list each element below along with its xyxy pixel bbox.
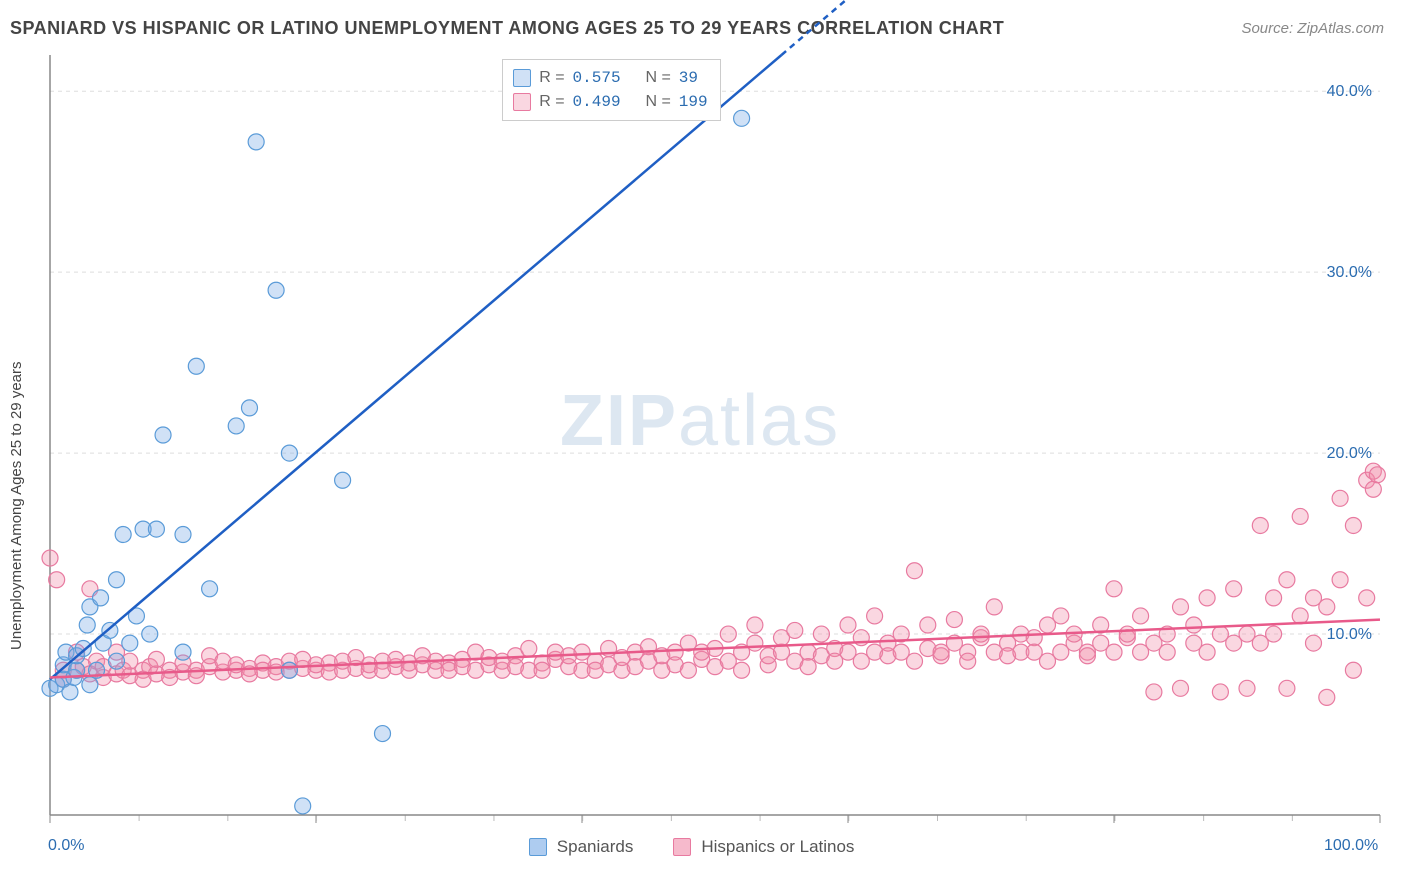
legend-swatch: [529, 838, 547, 856]
legend-swatch: [513, 93, 531, 111]
correlation-legend: R =0.575 N = 39R =0.499 N =199: [502, 59, 720, 121]
legend-row: R =0.499 N =199: [513, 90, 707, 114]
x-axis-max-label: 100.0%: [1324, 837, 1378, 855]
scatter-plot: 10.0% 20.0% 30.0% 40.0%: [0, 0, 1406, 892]
x-axis-min-label: 0.0%: [48, 837, 84, 855]
legend-item: Spaniards: [529, 837, 634, 857]
legend-label: Spaniards: [557, 837, 634, 857]
chart-container: SPANIARD VS HISPANIC OR LATINO UNEMPLOYM…: [0, 0, 1406, 892]
legend-swatch: [513, 69, 531, 87]
svg-text:30.0%: 30.0%: [1327, 264, 1372, 281]
legend-swatch: [673, 838, 691, 856]
legend-row: R =0.575 N = 39: [513, 66, 707, 90]
svg-text:10.0%: 10.0%: [1327, 626, 1372, 643]
legend-item: Hispanics or Latinos: [673, 837, 854, 857]
svg-text:40.0%: 40.0%: [1327, 83, 1372, 100]
legend-label: Hispanics or Latinos: [701, 837, 854, 857]
series-legend: Spaniards Hispanics or Latinos: [529, 837, 855, 857]
svg-text:20.0%: 20.0%: [1327, 445, 1372, 462]
